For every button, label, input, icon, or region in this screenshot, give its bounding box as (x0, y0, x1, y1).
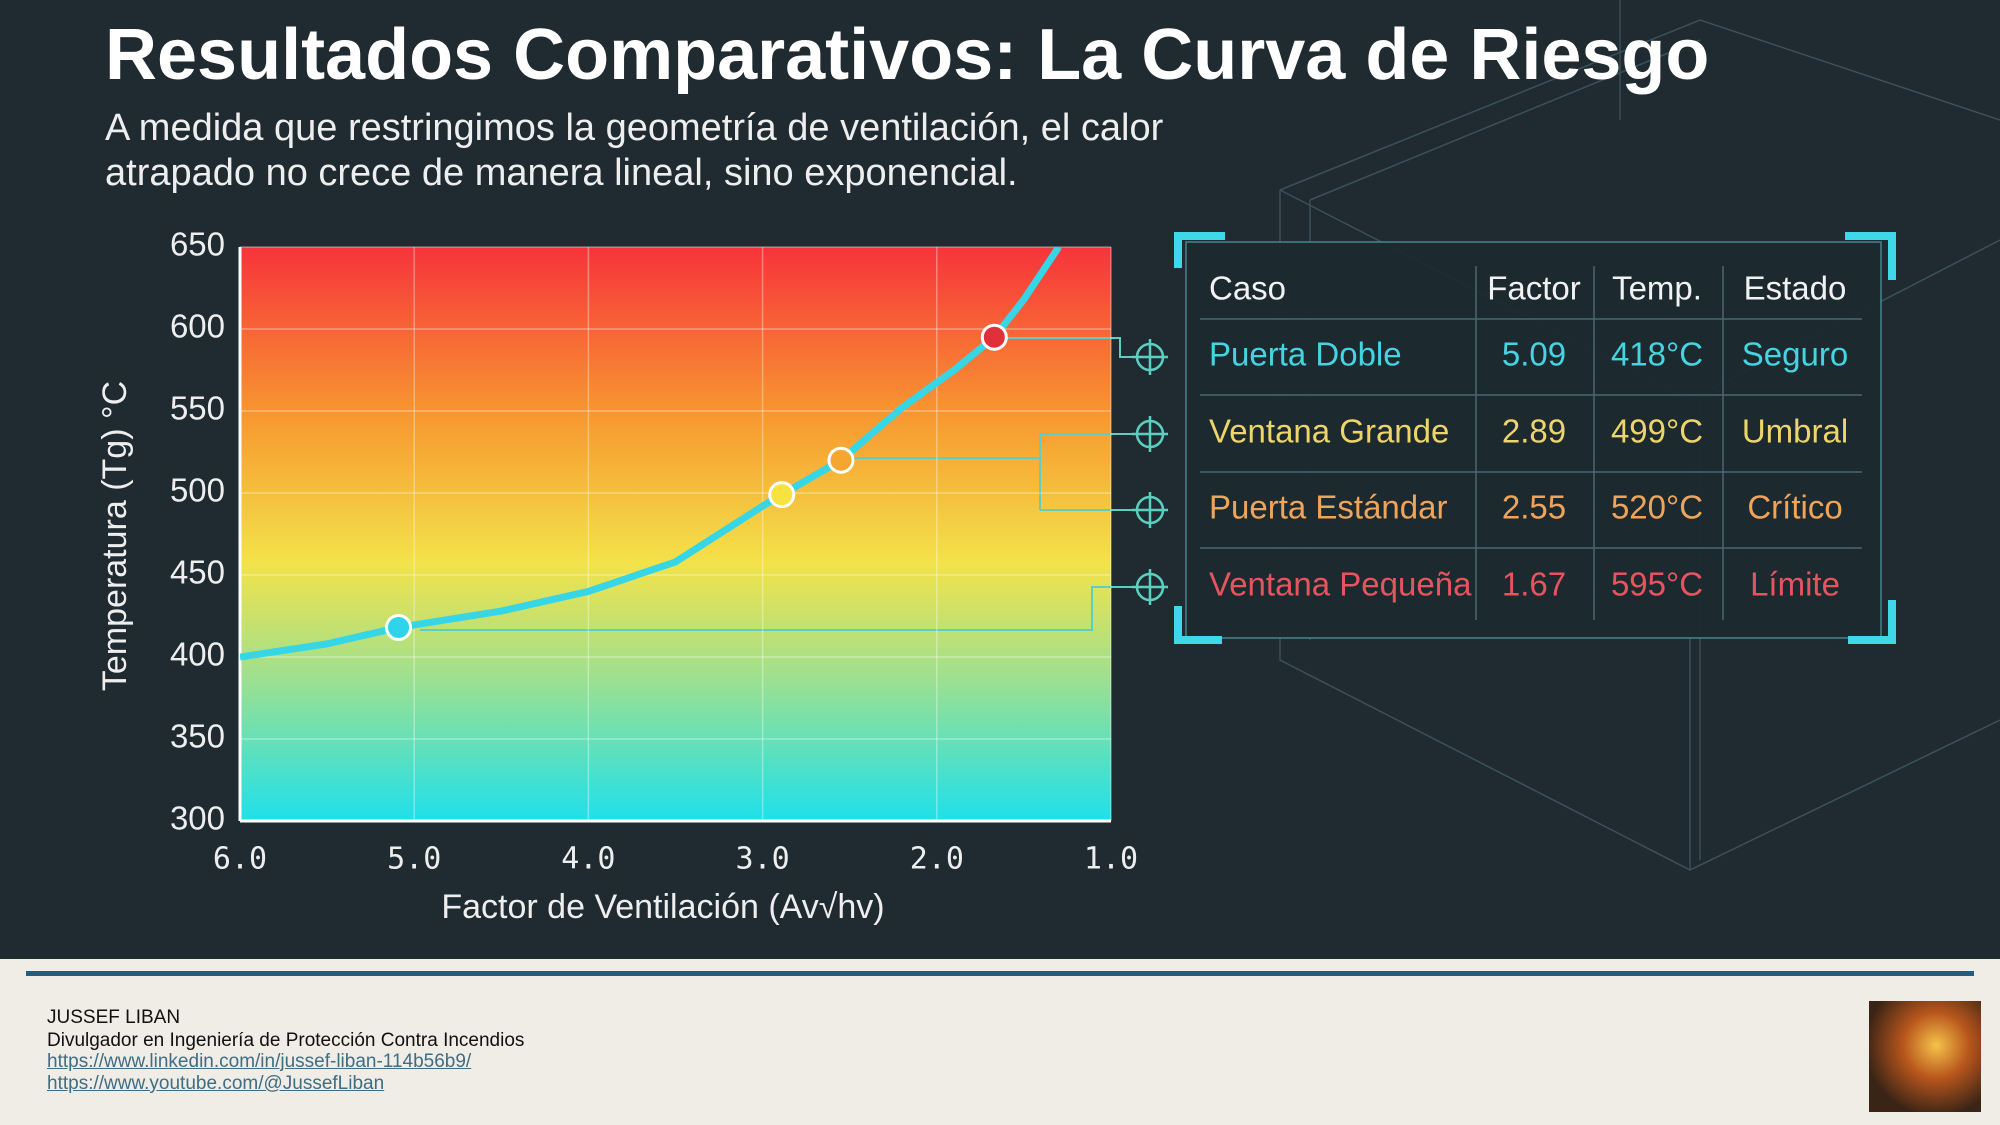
table-header: Factor (1487, 270, 1581, 307)
table-cell: 418°C (1611, 336, 1703, 373)
x-tick-label: 2.0 (910, 842, 964, 877)
table: Caso Factor Temp. Estado Puerta Doble 5.09 418… (1132, 232, 1896, 644)
y-tick-label: 400 (170, 636, 225, 673)
y-tick-label: 300 (170, 800, 225, 837)
y-tick-label: 550 (170, 390, 225, 427)
x-tick-label: 6.0 (213, 842, 267, 877)
title: Resultados Comparativos: La Curva de Rie… (105, 15, 1709, 95)
author-role: Divulgador en Ingeniería de Protección C… (47, 1030, 525, 1051)
connectors (420, 337, 1150, 631)
subtitle: atrapado no crece de manera lineal, sino… (105, 152, 1018, 194)
table-cell: 2.89 (1502, 413, 1566, 450)
footer: JUSSEF LIBAN Divulgador en Ingeniería de… (0, 959, 2000, 1125)
y-tick-label: 450 (170, 554, 225, 591)
table-header: Estado (1744, 270, 1847, 307)
table-cell: 1.67 (1502, 566, 1566, 603)
table-cell: 520°C (1611, 489, 1703, 526)
table-header: Temp. (1612, 270, 1702, 307)
data-point (385, 613, 413, 641)
author-name: JUSSEF LIBAN (47, 1007, 181, 1028)
table-cell: Límite (1750, 566, 1840, 603)
data-point (827, 446, 855, 474)
table-cell: Ventana Grande (1209, 413, 1449, 450)
table-cell: 595°C (1611, 566, 1703, 603)
plot-area (240, 247, 1111, 821)
slide: Resultados Comparativos: La Curva de Rie… (0, 0, 2000, 959)
frame-corners (1174, 232, 1896, 644)
y-tick-label: 500 (170, 472, 225, 509)
x-tick-label: 1.0 (1084, 842, 1138, 877)
table-cell: 2.55 (1502, 489, 1566, 526)
y-tick-label: 350 (170, 718, 225, 755)
data-point (768, 481, 796, 509)
table-cell: Seguro (1742, 336, 1848, 373)
table-cell: Crítico (1747, 489, 1842, 526)
y-tick-label: 650 (170, 226, 225, 263)
footer-rule (26, 971, 1974, 976)
table-header: Caso (1209, 270, 1286, 307)
y-tick-label: 600 (170, 308, 225, 345)
x-tick-label: 3.0 (736, 842, 790, 877)
x-tick-label: 5.0 (387, 842, 441, 877)
table-cell: 5.09 (1502, 336, 1566, 373)
table-cell: 499°C (1611, 413, 1703, 450)
link[interactable]: https://www.linkedin.com/in/jussef-liban… (47, 1051, 472, 1072)
data-point (980, 323, 1008, 351)
x-axis-title: Factor de Ventilación (Av√hv) (441, 888, 884, 926)
table-cell: Ventana Pequeña (1209, 566, 1472, 603)
x-tick-label: 4.0 (561, 842, 615, 877)
link[interactable]: https://www.youtube.com/@JussefLiban (47, 1073, 385, 1094)
table-cell: Puerta Doble (1209, 336, 1402, 373)
table-cell: Puerta Estándar (1209, 489, 1447, 526)
profile-photo (1869, 1001, 1981, 1112)
table-panel (1185, 241, 1882, 639)
subtitle: A medida que restringimos la geometría d… (105, 107, 1164, 149)
table-cell: Umbral (1742, 413, 1848, 450)
y-axis-title: Temperatura (Tg) °C (96, 381, 134, 691)
